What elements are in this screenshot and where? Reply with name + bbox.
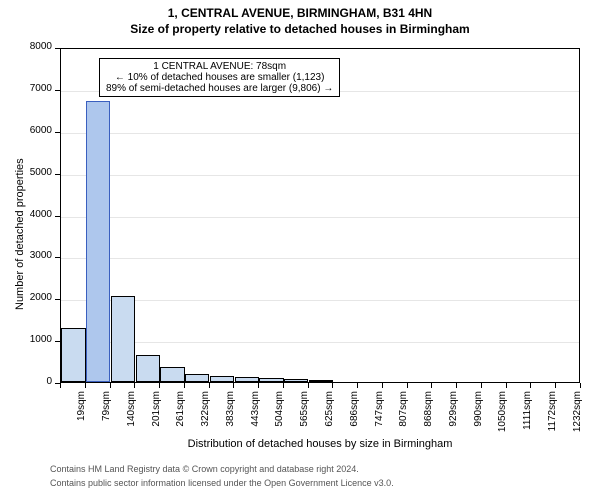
x-tick: [209, 383, 210, 388]
y-tick-label: 6000: [0, 125, 52, 136]
x-tick-label: 504sqm: [274, 391, 285, 441]
footer-attribution-line2: Contains public sector information licen…: [50, 478, 394, 488]
x-tick: [134, 383, 135, 388]
annotation-line3: 89% of semi-detached houses are larger (…: [106, 83, 333, 94]
histogram-bar: [185, 374, 209, 382]
x-tick: [580, 383, 581, 388]
x-tick-label: 322sqm: [200, 391, 211, 441]
y-tick: [55, 257, 60, 258]
property-annotation-box: 1 CENTRAL AVENUE: 78sqm ← 10% of detache…: [99, 58, 340, 97]
y-tick: [55, 341, 60, 342]
y-tick-label: 4000: [0, 209, 52, 220]
x-tick: [431, 383, 432, 388]
histogram-bar: [61, 328, 85, 382]
x-tick-label: 19sqm: [76, 391, 87, 441]
histogram-bar: [210, 376, 234, 382]
x-tick-label: 686sqm: [349, 391, 360, 441]
x-tick: [110, 383, 111, 388]
x-tick-label: 140sqm: [126, 391, 137, 441]
x-tick-label: 625sqm: [324, 391, 335, 441]
y-tick: [55, 132, 60, 133]
histogram-bar: [259, 378, 283, 382]
histogram-plot-area: [60, 48, 580, 383]
gridline: [61, 133, 579, 134]
x-tick-label: 1050sqm: [497, 391, 508, 441]
y-tick-label: 1000: [0, 334, 52, 345]
histogram-bar: [136, 355, 160, 382]
x-tick: [407, 383, 408, 388]
y-tick: [55, 48, 60, 49]
x-tick-label: 383sqm: [225, 391, 236, 441]
y-tick: [55, 299, 60, 300]
x-tick-label: 1232sqm: [572, 391, 583, 441]
x-tick-label: 1111sqm: [522, 391, 533, 441]
x-tick: [481, 383, 482, 388]
x-tick: [159, 383, 160, 388]
histogram-bar: [235, 377, 259, 382]
x-tick: [184, 383, 185, 388]
x-tick-label: 747sqm: [374, 391, 385, 441]
chart-title-line2: Size of property relative to detached ho…: [0, 22, 600, 36]
y-tick-label: 2000: [0, 292, 52, 303]
y-tick-label: 0: [0, 376, 52, 387]
gridline: [61, 342, 579, 343]
x-tick: [258, 383, 259, 388]
x-tick-label: 929sqm: [448, 391, 459, 441]
x-tick-label: 201sqm: [151, 391, 162, 441]
histogram-bar: [111, 296, 135, 382]
gridline: [61, 258, 579, 259]
histogram-bar: [284, 379, 308, 382]
y-tick: [55, 216, 60, 217]
annotation-line2: ← 10% of detached houses are smaller (1,…: [106, 72, 333, 83]
gridline: [61, 175, 579, 176]
x-tick: [332, 383, 333, 388]
y-tick-label: 7000: [0, 83, 52, 94]
x-tick-label: 1172sqm: [547, 391, 558, 441]
gridline: [61, 300, 579, 301]
y-tick: [55, 174, 60, 175]
x-tick: [555, 383, 556, 388]
x-tick-label: 443sqm: [250, 391, 261, 441]
x-tick: [506, 383, 507, 388]
histogram-bar: [160, 367, 184, 382]
x-tick: [60, 383, 61, 388]
y-tick-label: 3000: [0, 250, 52, 261]
x-tick-label: 990sqm: [473, 391, 484, 441]
x-tick-label: 261sqm: [175, 391, 186, 441]
y-axis-label: Number of detached properties: [14, 158, 26, 310]
x-tick-label: 565sqm: [299, 391, 310, 441]
footer-attribution-line1: Contains HM Land Registry data © Crown c…: [50, 464, 359, 474]
y-tick-label: 8000: [0, 41, 52, 52]
x-tick: [456, 383, 457, 388]
chart-title-line1: 1, CENTRAL AVENUE, BIRMINGHAM, B31 4HN: [0, 6, 600, 20]
x-tick: [382, 383, 383, 388]
histogram-bar-highlighted: [86, 101, 110, 382]
x-tick: [283, 383, 284, 388]
histogram-bar: [309, 380, 333, 383]
y-tick: [55, 90, 60, 91]
x-tick: [308, 383, 309, 388]
x-tick: [233, 383, 234, 388]
x-tick-label: 807sqm: [398, 391, 409, 441]
annotation-line1: 1 CENTRAL AVENUE: 78sqm: [106, 61, 333, 72]
y-tick-label: 5000: [0, 167, 52, 178]
x-tick-label: 79sqm: [101, 391, 112, 441]
x-tick: [85, 383, 86, 388]
x-tick: [357, 383, 358, 388]
x-tick: [530, 383, 531, 388]
x-tick-label: 868sqm: [423, 391, 434, 441]
gridline: [61, 217, 579, 218]
